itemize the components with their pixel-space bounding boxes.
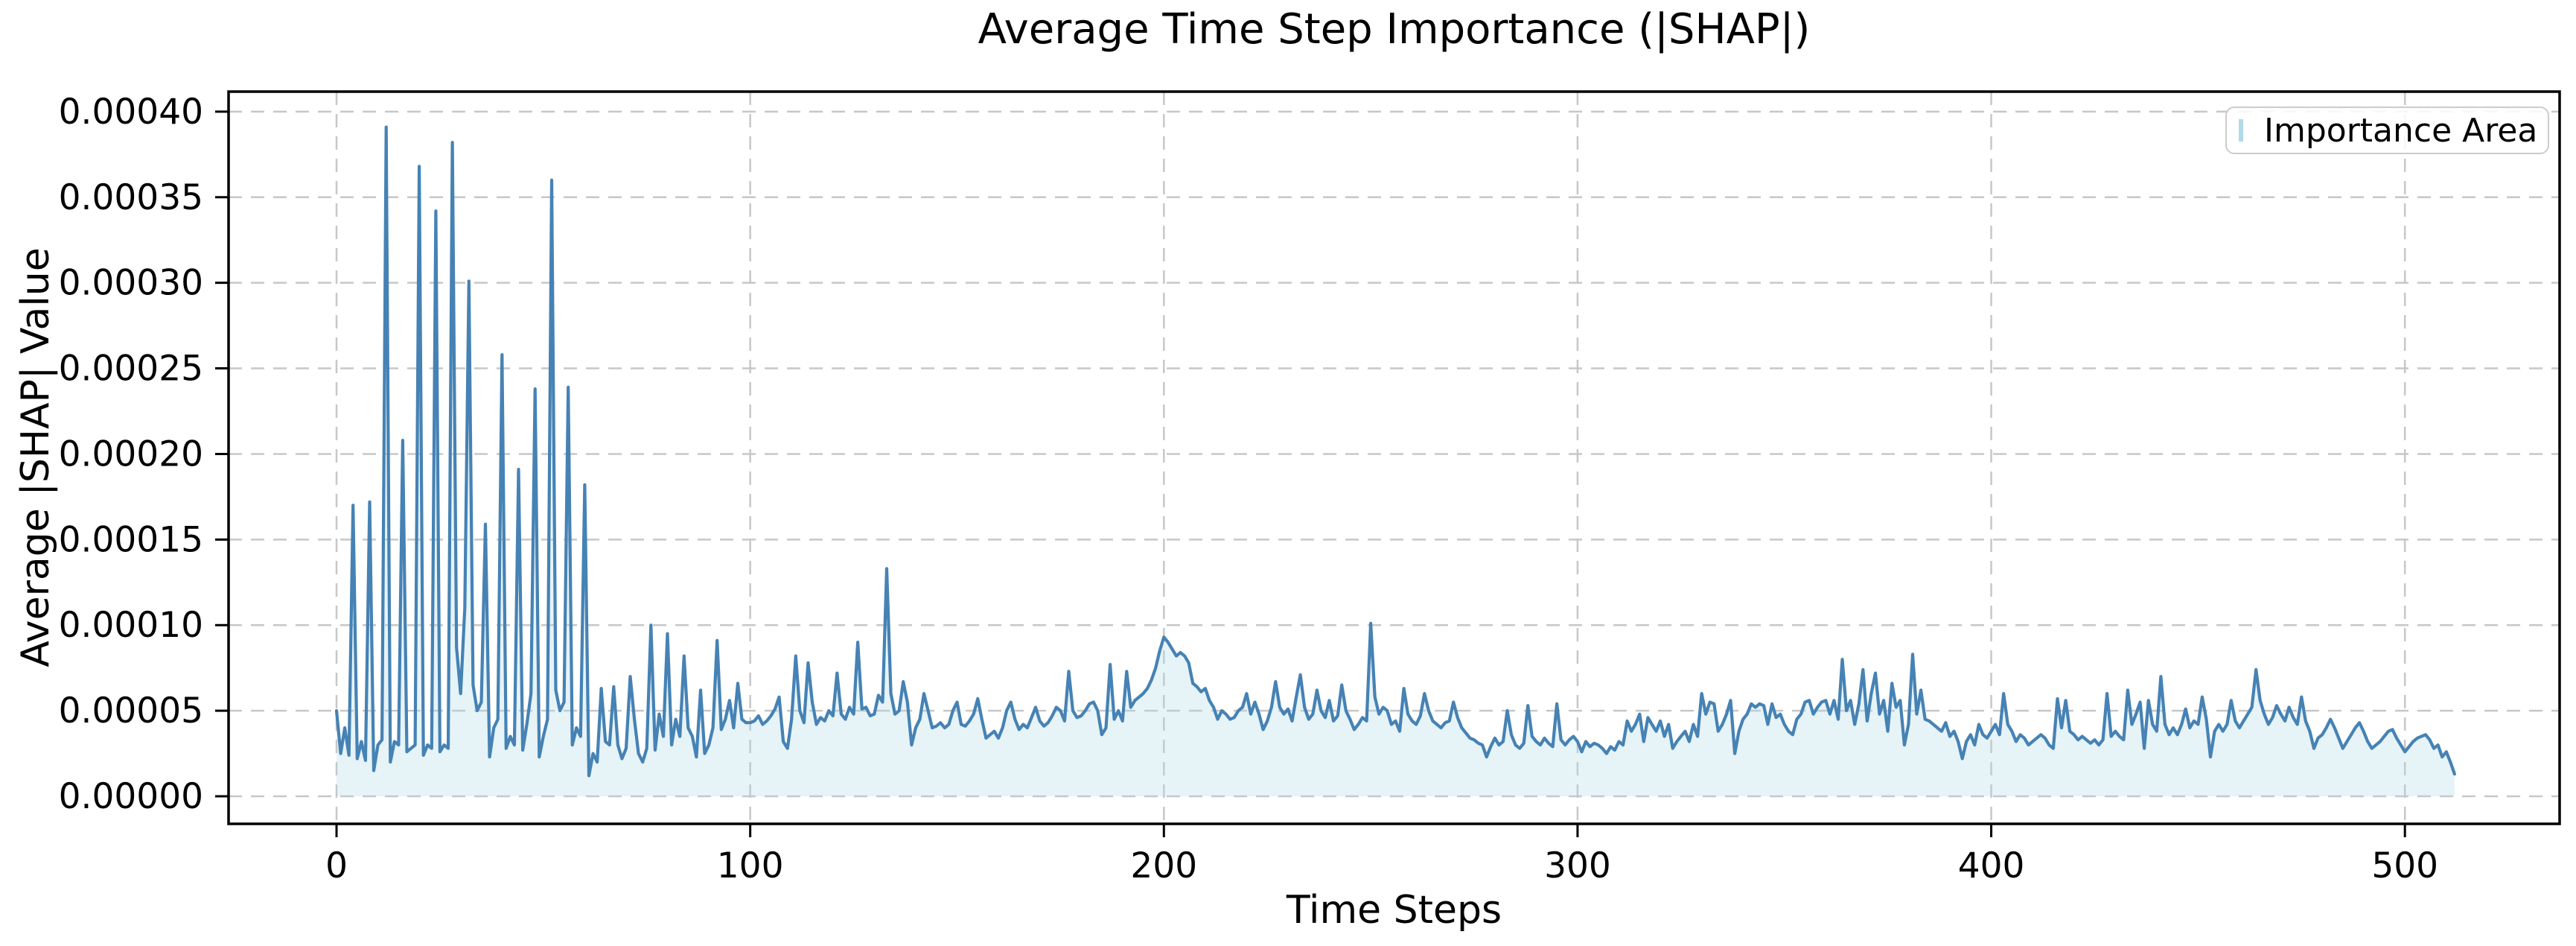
legend: Importance Area: [2225, 107, 2549, 154]
x-tick-label: 100: [717, 845, 784, 886]
y-tick-label: 0.00000: [59, 776, 203, 817]
x-tick-label: 200: [1130, 845, 1197, 886]
y-tick-label: 0.00015: [59, 519, 203, 560]
x-tick-label: 0: [325, 845, 348, 886]
y-tick-label: 0.00030: [59, 263, 203, 304]
y-tick-label: 0.00020: [59, 434, 203, 474]
x-tick-label: 500: [2371, 845, 2438, 886]
y-tick-label: 0.00025: [59, 349, 203, 390]
x-axis-label: Time Steps: [1286, 888, 1502, 933]
importance-area-fill: [337, 127, 2455, 797]
y-tick-label: 0.00010: [59, 605, 203, 646]
importance-line: [334, 125, 2456, 778]
y-tick-label: 0.00005: [59, 691, 203, 731]
legend-label: Importance Area: [2264, 111, 2538, 150]
y-axis-label: Average |SHAP| Value: [13, 247, 58, 667]
y-tick-label: 0.00040: [59, 92, 203, 133]
y-tick-label: 0.00035: [59, 177, 203, 218]
chart-title: Average Time Step Importance (|SHAP|): [978, 5, 1811, 54]
x-tick-label: 400: [1958, 845, 2025, 886]
x-tick-label: 300: [1544, 845, 1611, 886]
legend-swatch-importance-area: [2239, 119, 2243, 142]
plot-border: [227, 90, 2561, 825]
